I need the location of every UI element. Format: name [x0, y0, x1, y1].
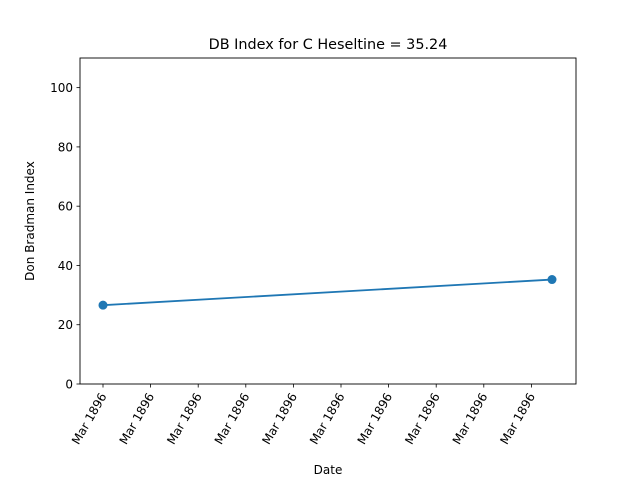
plot-series [98, 275, 557, 310]
x-axis: Mar 1896 Mar 1896 Mar 1896 Mar 1896 Mar 1896… [69, 384, 538, 447]
x-axis-label: Date [314, 463, 343, 477]
x-tick-label: Mar 1896 [450, 391, 491, 447]
plot-area-frame [79, 57, 577, 385]
y-axis: 0 20 40 60 80 100 [50, 81, 80, 392]
x-tick-label: Mar 1896 [259, 391, 300, 447]
y-tick-label: 40 [58, 259, 73, 273]
x-tick-label: Mar 1896 [117, 391, 158, 447]
y-tick-label: 0 [65, 378, 73, 392]
x-tick-label: Mar 1896 [497, 391, 538, 447]
y-tick-label: 100 [50, 81, 73, 95]
x-tick-label: Mar 1896 [402, 391, 443, 447]
data-point [98, 300, 108, 310]
y-tick-label: 80 [58, 140, 73, 154]
series-line [102, 278, 553, 307]
y-tick-label: 20 [58, 318, 73, 332]
data-point [547, 275, 557, 285]
chart-title: DB Index for C Heseltine = 35.24 [209, 37, 448, 53]
y-tick-label: 60 [58, 200, 73, 214]
x-tick-label: Mar 1896 [164, 391, 205, 447]
x-tick-label: Mar 1896 [212, 391, 253, 447]
x-tick-label: Mar 1896 [307, 391, 348, 447]
x-tick-label: Mar 1896 [69, 391, 110, 447]
x-tick-label: Mar 1896 [355, 391, 396, 447]
y-axis-label: Don Bradman Index [23, 161, 37, 281]
